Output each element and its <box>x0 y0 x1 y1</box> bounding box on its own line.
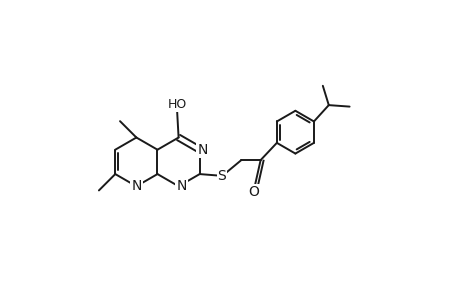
Text: O: O <box>248 185 259 199</box>
Text: N: N <box>176 179 186 193</box>
Text: N: N <box>131 179 141 193</box>
Text: S: S <box>217 169 226 183</box>
Text: N: N <box>197 143 207 157</box>
Text: HO: HO <box>167 98 186 111</box>
